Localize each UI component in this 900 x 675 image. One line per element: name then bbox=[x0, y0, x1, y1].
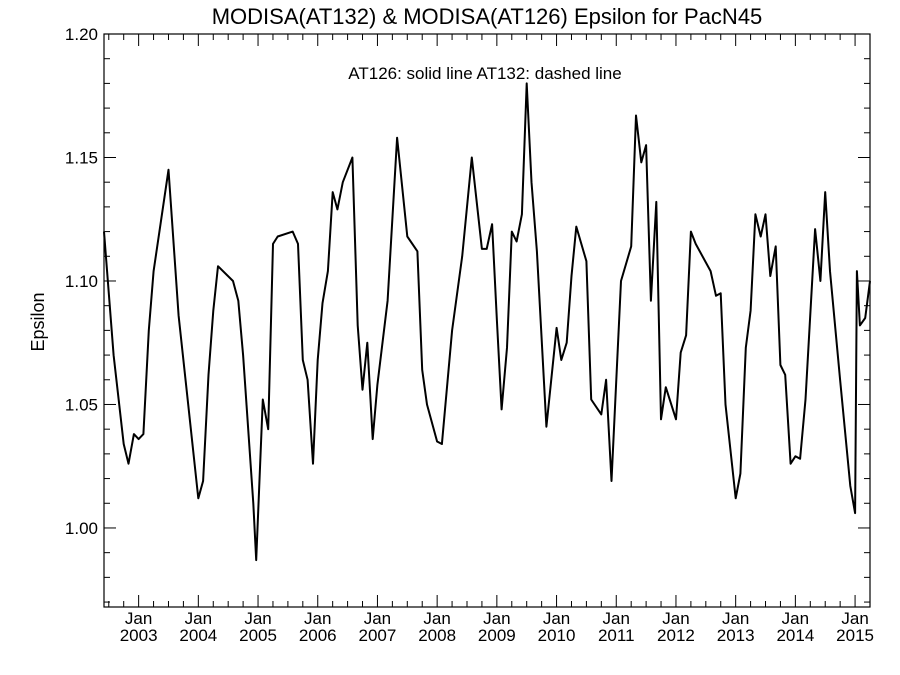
x-tick-label-year: 2014 bbox=[776, 626, 814, 645]
x-tick-label-year: 2011 bbox=[598, 626, 635, 645]
x-tick-label-year: 2007 bbox=[359, 626, 397, 645]
x-tick-label-month: Jan bbox=[304, 609, 331, 628]
x-tick-label-month: Jan bbox=[841, 609, 868, 628]
x-tick-label-year: 2013 bbox=[717, 626, 755, 645]
y-tick-label: 1.10 bbox=[65, 272, 98, 291]
x-tick-label-month: Jan bbox=[543, 609, 570, 628]
x-tick-label-year: 2004 bbox=[179, 626, 217, 645]
x-tick-label-month: Jan bbox=[662, 609, 689, 628]
x-tick-label-month: Jan bbox=[125, 609, 152, 628]
x-tick-label-month: Jan bbox=[364, 609, 391, 628]
chart-title: MODISA(AT132) & MODISA(AT126) Epsilon fo… bbox=[212, 4, 763, 29]
plot-area-frame bbox=[103, 33, 871, 608]
x-tick-label-month: Jan bbox=[722, 609, 749, 628]
series-style-annotation: AT126: solid line AT132: dashed line bbox=[348, 64, 621, 83]
x-tick-label-year: 2009 bbox=[478, 626, 516, 645]
x-axis: Jan2003Jan2004Jan2005Jan2006Jan2007Jan20… bbox=[108, 34, 874, 645]
y-tick-label: 1.20 bbox=[65, 25, 98, 44]
x-tick-label-year: 2012 bbox=[657, 626, 695, 645]
y-tick-label: 1.15 bbox=[65, 148, 98, 167]
x-tick-label-year: 2005 bbox=[239, 626, 277, 645]
y-axis: 1.00 1.05 1.10 1.15 1.20 bbox=[65, 25, 870, 603]
x-tick-label-year: 2003 bbox=[120, 626, 158, 645]
series-line-solid bbox=[103, 82, 871, 562]
y-tick-label: 1.05 bbox=[65, 395, 98, 414]
series-group bbox=[103, 82, 871, 562]
x-tick-label-year: 2010 bbox=[538, 626, 576, 645]
x-tick-label-month: Jan bbox=[603, 609, 630, 628]
y-axis-label: Epsilon bbox=[28, 292, 48, 351]
x-tick-label-month: Jan bbox=[244, 609, 271, 628]
x-tick-label-year: 2008 bbox=[418, 626, 456, 645]
x-tick-label-year: 2006 bbox=[299, 626, 337, 645]
x-tick-label-month: Jan bbox=[483, 609, 510, 628]
x-tick-label-month: Jan bbox=[185, 609, 212, 628]
x-tick-label-year: 2015 bbox=[836, 626, 874, 645]
y-tick-label: 1.00 bbox=[65, 519, 98, 538]
x-tick-label-month: Jan bbox=[423, 609, 450, 628]
x-tick-label-month: Jan bbox=[782, 609, 809, 628]
